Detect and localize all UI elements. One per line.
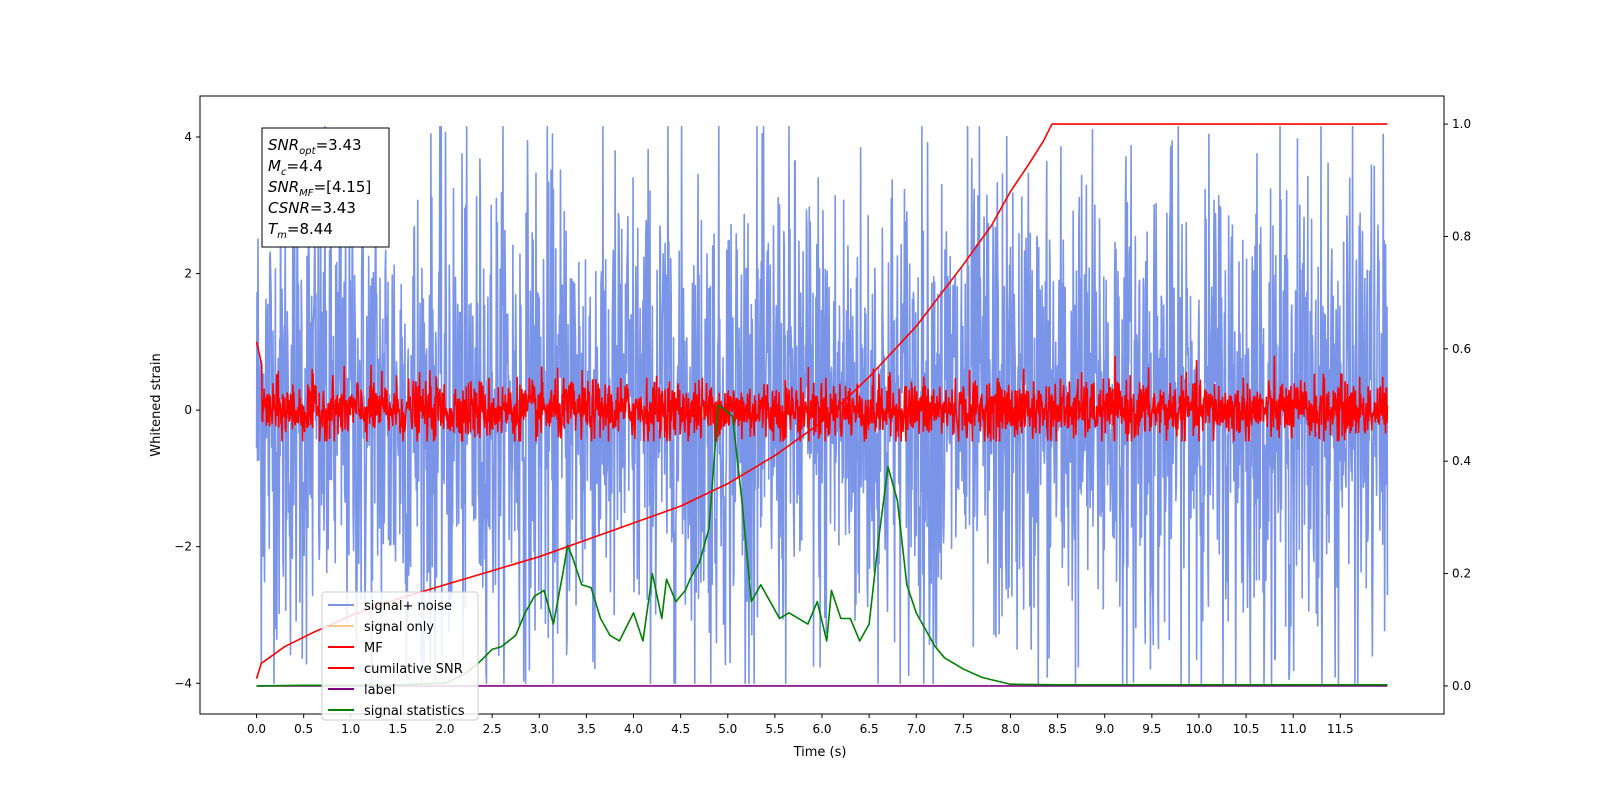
legend-entry: signal+ noise [364, 599, 452, 614]
legend: signal+ noise signal only MF cumilative SNR… [321, 591, 479, 721]
x-tick-label: 11.0 [1280, 722, 1307, 736]
x-tick-label: 1.5 [388, 722, 407, 736]
x-tick-label: 0.5 [294, 722, 313, 736]
x-tick-label: 5.0 [718, 722, 737, 736]
x-tick-label: 1.0 [341, 722, 360, 736]
x-tick-label: 10.0 [1186, 722, 1213, 736]
y-tick-label: 0 [184, 403, 192, 417]
y2-tick-label: 1.0 [1452, 117, 1471, 131]
annotation-csnr: CSNR=3.43 [268, 199, 356, 217]
y-axis-label: Whitened strain [149, 353, 164, 456]
y-axis-left: 4 2 0 −2 −4 [174, 130, 200, 690]
y2-tick-label: 0.2 [1452, 567, 1471, 581]
series-mf [255, 341, 1389, 442]
x-tick-label: 6.0 [812, 722, 831, 736]
legend-entry: signal only [364, 620, 434, 635]
annotation-snr_mf: SNRMF=[4.15] [268, 178, 371, 199]
x-tick-label: 6.5 [860, 722, 879, 736]
legend-entry: signal statistics [364, 704, 465, 719]
x-tick-label: 8.0 [1001, 722, 1020, 736]
y-tick-label: −4 [174, 676, 192, 690]
series-signal-noise [255, 125, 1389, 685]
x-tick-label: 9.5 [1142, 722, 1161, 736]
series-signal-statistics [256, 404, 1388, 687]
x-tick-label: 4.5 [671, 722, 690, 736]
legend-entry: label [364, 683, 395, 698]
y2-tick-label: 0.4 [1452, 454, 1471, 468]
x-tick-label: 4.0 [624, 722, 643, 736]
x-tick-label: 0.0 [247, 722, 266, 736]
y-tick-label: 2 [184, 267, 192, 281]
y-tick-label: −2 [174, 540, 192, 554]
annotation-mc: Mc=4.4 [268, 157, 323, 178]
y2-tick-label: 0.0 [1452, 679, 1471, 693]
y2-tick-label: 0.6 [1452, 342, 1471, 356]
x-tick-label: 2.0 [435, 722, 454, 736]
y2-tick-label: 0.8 [1452, 229, 1471, 243]
x-tick-label: 5.5 [765, 722, 784, 736]
x-tick-label: 8.5 [1048, 722, 1067, 736]
x-tick-label: 10.5 [1233, 722, 1260, 736]
x-tick-label: 11.5 [1327, 722, 1354, 736]
annotation-snr_opt: SNRopt=3.43 [268, 136, 362, 157]
x-tick-label: 7.5 [954, 722, 973, 736]
legend-entry: MF [364, 641, 383, 656]
x-tick-label: 9.0 [1095, 722, 1114, 736]
y-axis-right: 1.0 0.8 0.6 0.4 0.2 0.0 [1444, 117, 1471, 693]
y-tick-label: 4 [184, 130, 192, 144]
x-axis: 0.0 0.5 1.0 1.5 2.0 2.5 3.0 3.5 4.0 4.5 5.0 5.5 6.0 6… [247, 714, 1354, 736]
annotation-tm: Tm=8.44 [268, 220, 333, 241]
legend-entry: cumilative SNR [364, 662, 463, 677]
x-tick-label: 3.0 [530, 722, 549, 736]
x-tick-label: 2.5 [483, 722, 502, 736]
x-tick-label: 7.0 [907, 722, 926, 736]
x-tick-label: 3.5 [577, 722, 596, 736]
x-axis-label: Time (s) [793, 745, 847, 760]
